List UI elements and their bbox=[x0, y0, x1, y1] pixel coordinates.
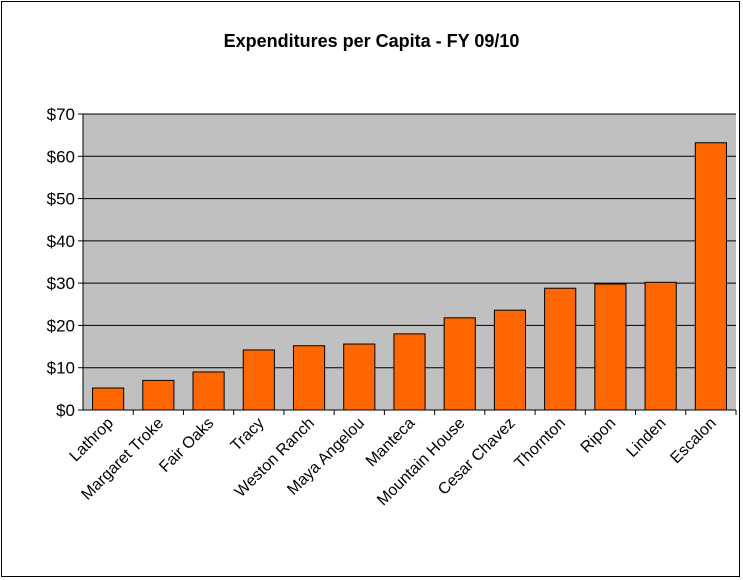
bar bbox=[443, 317, 476, 411]
x-tick-label: Escalon bbox=[667, 415, 719, 467]
y-tick-label: $50 bbox=[47, 190, 75, 209]
y-tick-label: $20 bbox=[47, 316, 75, 335]
bar bbox=[544, 287, 577, 411]
bar bbox=[644, 281, 677, 411]
bar bbox=[292, 345, 326, 411]
x-tick-label: Mountain House bbox=[374, 415, 468, 509]
x-tick-label: Tracy bbox=[228, 415, 268, 455]
bar bbox=[242, 349, 275, 411]
y-tick-label: $40 bbox=[47, 232, 75, 251]
x-tick-label: Lathrop bbox=[67, 415, 117, 465]
y-tick-label: $10 bbox=[47, 359, 75, 378]
x-tick-label: Linden bbox=[623, 415, 669, 461]
bar bbox=[142, 379, 175, 411]
bar bbox=[694, 142, 727, 411]
x-tick-label: Fair Oaks bbox=[156, 415, 217, 476]
bar bbox=[192, 371, 225, 411]
y-tick-label: $70 bbox=[47, 105, 75, 124]
x-tick-label: Ripon bbox=[578, 415, 620, 457]
x-tick-label: Thornton bbox=[512, 415, 569, 472]
bar bbox=[393, 333, 426, 411]
chart-title: Expenditures per Capita - FY 09/10 bbox=[223, 31, 520, 51]
y-tick-label: $0 bbox=[56, 401, 75, 420]
y-tick-label: $30 bbox=[47, 274, 75, 293]
bar bbox=[594, 283, 627, 411]
bar bbox=[92, 387, 125, 411]
y-tick-label: $60 bbox=[47, 147, 75, 166]
bar bbox=[343, 343, 376, 411]
bar bbox=[493, 309, 527, 411]
